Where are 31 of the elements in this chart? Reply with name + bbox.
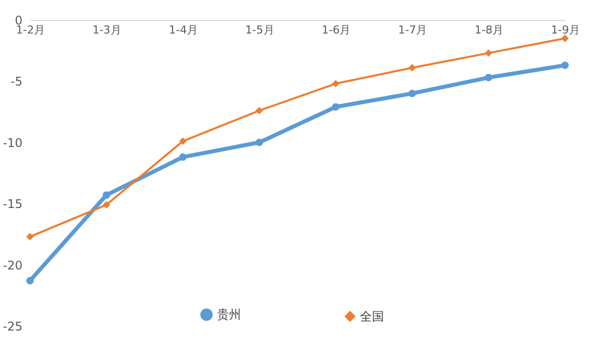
x-tick-label: 1-3月 bbox=[92, 24, 122, 36]
point bbox=[179, 153, 187, 161]
x-tick-label: 1-5月 bbox=[245, 24, 274, 36]
point bbox=[26, 277, 34, 284]
y-tick-label: -5 bbox=[10, 74, 22, 89]
x-tick-label: 1-7月 bbox=[398, 24, 428, 36]
y-tick-label: -15 bbox=[2, 197, 22, 212]
point bbox=[561, 62, 569, 69]
point bbox=[256, 138, 263, 146]
point bbox=[26, 232, 34, 240]
point bbox=[408, 64, 416, 72]
x-tick-label: 1-2月 bbox=[16, 24, 45, 36]
point bbox=[561, 34, 569, 42]
point bbox=[484, 49, 492, 57]
point bbox=[102, 191, 110, 199]
legend-label: 贵州 bbox=[217, 308, 241, 322]
y-tick-label: -10 bbox=[2, 136, 22, 150]
point bbox=[332, 103, 340, 111]
point bbox=[484, 74, 492, 82]
point bbox=[102, 201, 110, 209]
point bbox=[256, 106, 263, 114]
x-tick-label: 1-9月 bbox=[551, 24, 580, 36]
y-tick-label: -20 bbox=[2, 258, 22, 272]
point bbox=[408, 90, 416, 98]
y-tick-label: -25 bbox=[2, 320, 22, 334]
x-tick-label: 1-8月 bbox=[474, 24, 504, 36]
point bbox=[179, 137, 187, 145]
x-tick-label: 1-6月 bbox=[322, 24, 351, 36]
x-tick-label: 1-4月 bbox=[168, 24, 198, 36]
point bbox=[332, 80, 340, 88]
legend-label: 全国 bbox=[360, 309, 384, 324]
